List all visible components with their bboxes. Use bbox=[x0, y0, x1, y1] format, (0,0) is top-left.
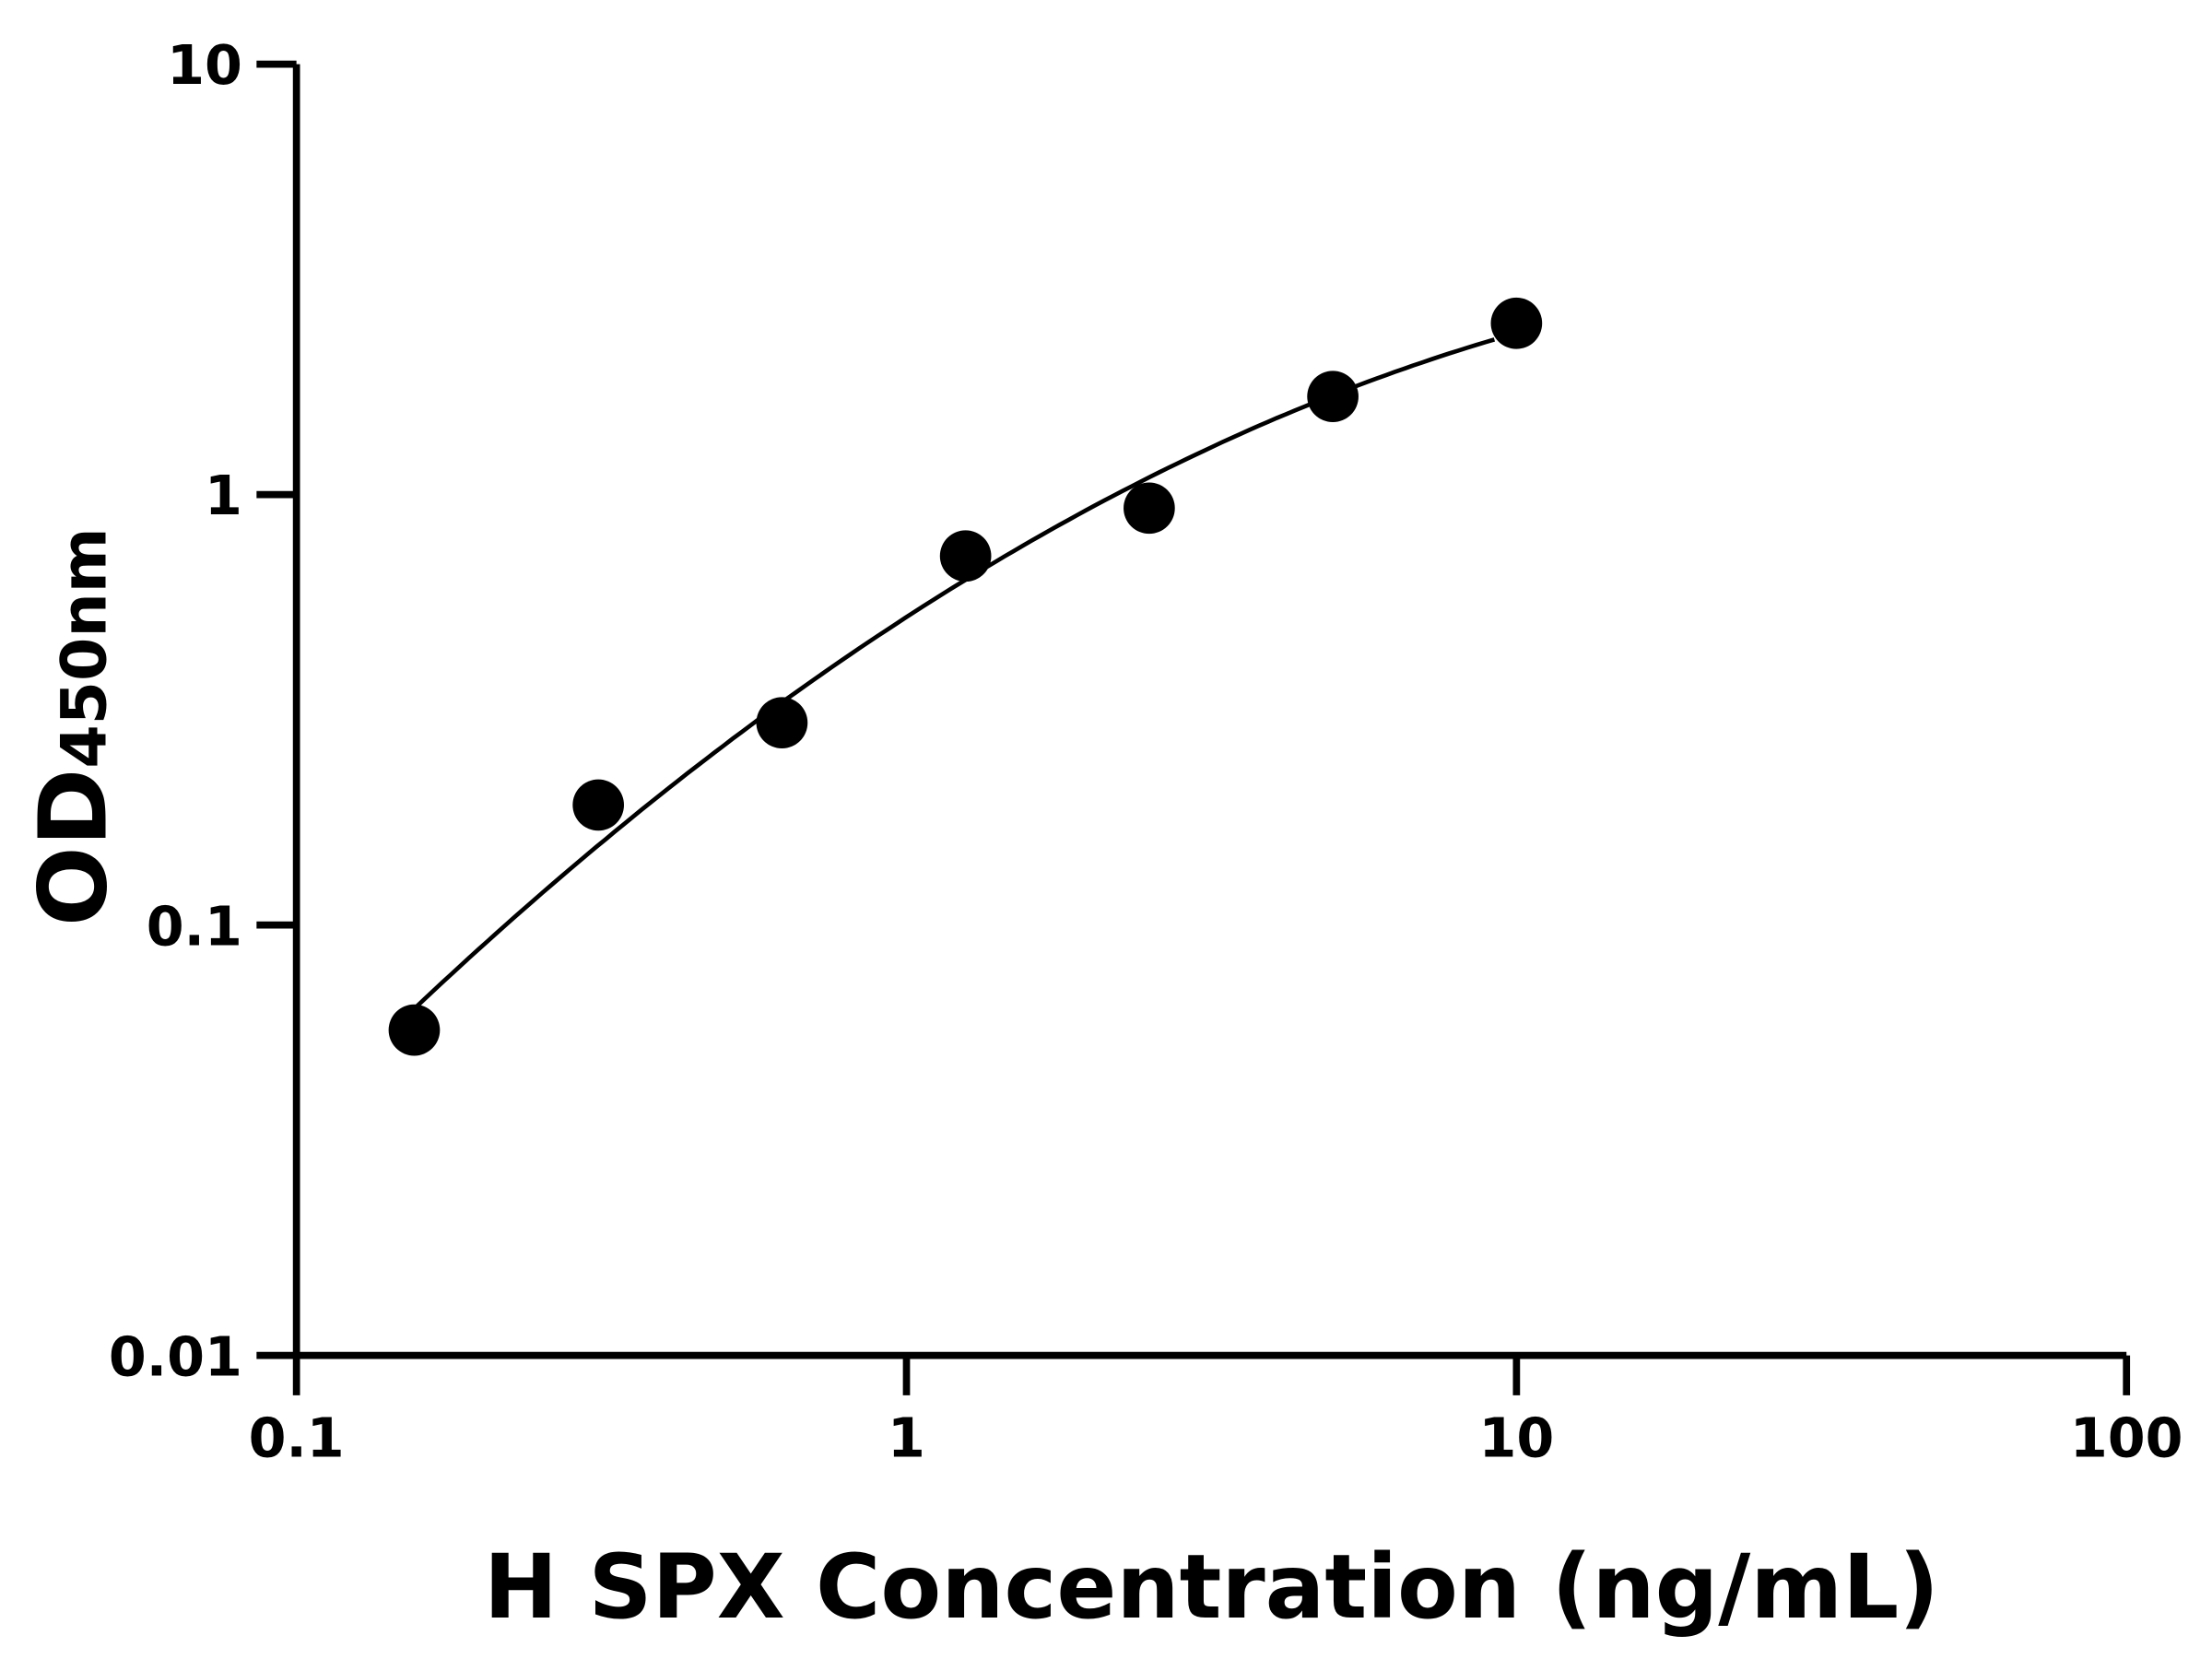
x-axis-label: H SPX Concentration (ng/mL) bbox=[484, 1535, 1939, 1639]
data-point bbox=[939, 530, 992, 582]
data-point bbox=[388, 1004, 441, 1056]
data-point bbox=[1124, 482, 1175, 535]
data-point bbox=[1307, 371, 1359, 423]
y-tick-label: 0.1 bbox=[147, 894, 242, 958]
y-axis-label-sub: 450nm bbox=[48, 527, 121, 768]
data-point bbox=[1490, 297, 1543, 349]
x-tick-label: 100 bbox=[2070, 1406, 2183, 1469]
data-point bbox=[756, 697, 808, 749]
x-tick-label: 10 bbox=[1478, 1406, 1554, 1469]
y-axis-label: OD450nm bbox=[18, 527, 128, 926]
y-tick-label: 0.01 bbox=[109, 1324, 242, 1388]
x-tick-label: 1 bbox=[888, 1406, 925, 1469]
svg-text:OD450nm: OD450nm bbox=[18, 527, 128, 926]
data-points bbox=[388, 297, 1543, 1056]
data-point bbox=[572, 779, 625, 831]
y-tick-label: 1 bbox=[205, 464, 242, 527]
x-tick-label: 0.1 bbox=[249, 1406, 345, 1469]
y-tick-label: 10 bbox=[167, 33, 242, 97]
fit-curve bbox=[405, 337, 1496, 1018]
y-axis-label-main: OD bbox=[18, 769, 128, 926]
